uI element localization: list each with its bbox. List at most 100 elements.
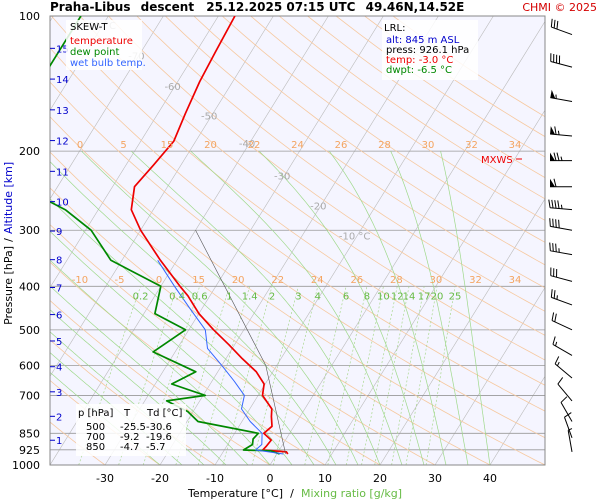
mixing-ratio-label: 0.6 (192, 291, 208, 302)
dry-adiabat (50, 47, 545, 412)
x-tick-label: -30 (96, 472, 114, 485)
dry-adiabat (221, 16, 545, 243)
dry-adiabat-label: 0 (77, 140, 83, 151)
series-temperature (130, 16, 289, 455)
lrl-title: LRL: (384, 23, 405, 34)
moist-adiabat (440, 151, 491, 465)
wind-barb (557, 377, 573, 402)
dry-adiabat-label: 20 (204, 140, 217, 151)
mixing-ratio-label: 20 (431, 291, 444, 302)
mixing-ratio-label: 25 (449, 291, 462, 302)
x-tick-label: 30 (428, 472, 442, 485)
dry-adiabat-label: 24 (291, 140, 304, 151)
x-tick-label: -20 (151, 472, 169, 485)
mixing-ratio-line (251, 286, 299, 465)
mixing-ratio-label: 1.4 (242, 291, 258, 302)
series-dew-point (50, 16, 280, 455)
table-header-t: T (123, 408, 131, 419)
dry-adiabat (50, 261, 326, 465)
pressure-tick-label: 700 (19, 389, 40, 402)
isotherm-label: -60 (164, 82, 180, 93)
dry-adiabat-label: 5 (120, 140, 126, 151)
dry-adiabat (50, 187, 436, 465)
mixing-ratio-label: 1 (226, 291, 232, 302)
moist-adiabat (81, 150, 359, 465)
altitude-tick-label: 2 (56, 412, 62, 423)
wind-barb (550, 89, 573, 102)
table-cell: -4.7 (120, 442, 140, 453)
isotherm (324, 109, 545, 465)
lrl-press: press: 926.1 hPa (386, 45, 469, 56)
isotherm-label: -30 (274, 171, 290, 182)
plot-area (50, 16, 545, 465)
isotherm (104, 16, 384, 465)
legend-dew-point: dew point (70, 47, 119, 58)
mixing-ratio-label: 8 (364, 291, 370, 302)
dry-adiabat (50, 299, 271, 465)
dry-adiabat-label: 22 (248, 140, 261, 151)
isotherm (50, 16, 164, 200)
altitude-tick-label: 10 (56, 198, 69, 209)
altitude-tick-label: 9 (56, 227, 62, 238)
table-cell: -5.7 (146, 442, 166, 453)
isotherm (434, 287, 545, 465)
wind-barb (550, 267, 573, 282)
x-tick-label: 10 (318, 472, 332, 485)
dry-adiabat-label: 34 (509, 140, 522, 151)
dry-adiabat (165, 16, 545, 289)
dry-adiabat-label: 26 (350, 275, 363, 286)
mixing-ratio-line (345, 286, 384, 465)
summary-table: p [hPa] T Td [°C] 500 -25.5 -30.6 700 -9.2 -1… (76, 404, 186, 456)
altitude-tick-label: 13 (56, 106, 69, 117)
xlabel-temperature: Temperature [°C] (187, 487, 283, 500)
dry-adiabat-label: -10 (72, 275, 88, 286)
pressure-tick-label: 100 (19, 10, 40, 23)
table-cell: -19.6 (146, 432, 172, 443)
dry-adiabat (136, 16, 545, 312)
wind-barb (550, 18, 573, 36)
dry-adiabat-label: 30 (430, 275, 443, 286)
wind-barb (550, 178, 572, 188)
altitude-tick-label: 5 (56, 337, 62, 348)
mixing-ratio-label: 2 (269, 291, 275, 302)
dry-adiabat-label: 28 (378, 140, 391, 151)
x-tick-label: 0 (267, 472, 274, 485)
table-cell: 700 (86, 432, 105, 443)
ylabel-separator: / (2, 238, 15, 242)
isotherm (159, 16, 439, 465)
dry-adiabat-label: 24 (311, 275, 324, 286)
dry-adiabat (193, 16, 545, 266)
dry-adiabat-label: -5 (115, 275, 125, 286)
altitude-tick-label: 3 (56, 388, 62, 399)
lrl-alt: alt: 845 m ASL (386, 35, 460, 46)
copyright: CHMI © 2025 (522, 1, 597, 14)
moist-adiabat (50, 161, 337, 465)
mixing-ratio-line (175, 286, 230, 465)
pressure-tick-label: 600 (19, 359, 40, 372)
pressure-tick-label: 850 (19, 427, 40, 440)
lrl-dwpt: dwpt: -6.5 °C (386, 65, 452, 76)
coords-label: 49.46N,14.52E (366, 0, 465, 14)
mixing-ratio-label: 12 (391, 291, 404, 302)
dry-adiabat (50, 224, 381, 465)
ylabel-altitude: Altitude [km] (2, 162, 15, 234)
mixing-ratio-line (222, 286, 273, 465)
ylabel-group: Pressure [hPa] / Altitude [km] (2, 162, 15, 325)
table-header-td: Td [°C] (146, 408, 183, 419)
moist-adiabat (390, 151, 469, 465)
wind-barb (551, 312, 573, 331)
table-cell: -25.5 (120, 422, 146, 433)
wind-barb (550, 126, 573, 137)
xlabel-mixing-ratio: Mixing ratio [g/kg] (301, 487, 402, 500)
legend-temperature: temperature (70, 36, 133, 47)
moist-adiabat (50, 259, 271, 465)
moist-adiabat (131, 150, 381, 465)
x-tick-label: 40 (483, 472, 497, 485)
legend-title: SKEW-T (70, 22, 108, 33)
dry-adiabat-label: 30 (422, 140, 435, 151)
wind-barb (564, 412, 573, 439)
wind-barb (548, 199, 573, 211)
mode-label: descent (141, 0, 195, 14)
mixing-ratio-line (327, 286, 368, 465)
altitude-tick-label: 7 (56, 283, 62, 294)
